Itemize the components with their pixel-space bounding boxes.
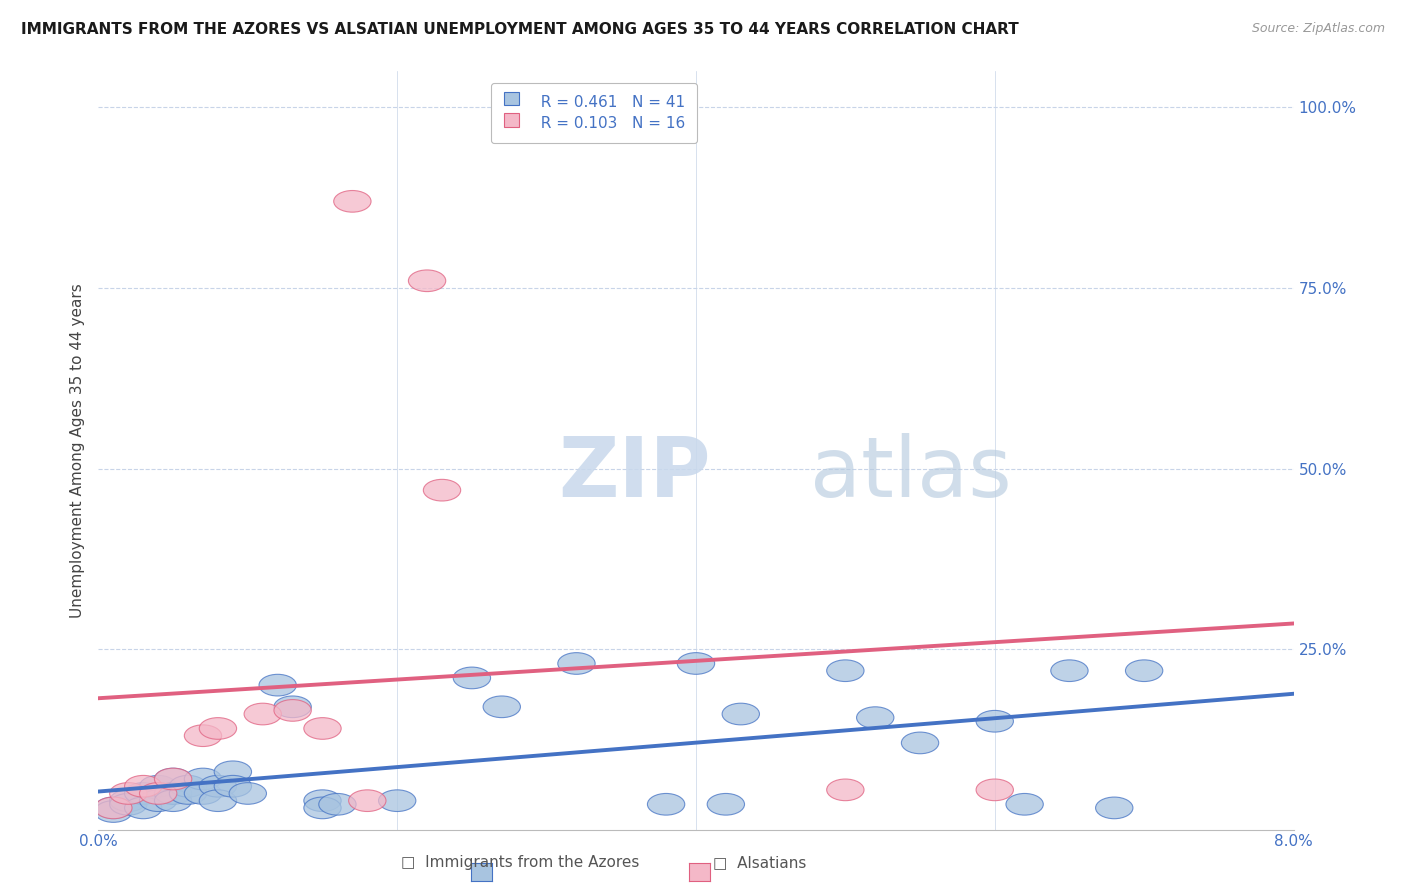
Ellipse shape	[184, 768, 222, 789]
Ellipse shape	[423, 479, 461, 501]
Ellipse shape	[200, 789, 236, 812]
Ellipse shape	[245, 703, 281, 725]
Ellipse shape	[94, 797, 132, 819]
Ellipse shape	[155, 768, 191, 789]
Y-axis label: Unemployment Among Ages 35 to 44 years: Unemployment Among Ages 35 to 44 years	[69, 283, 84, 618]
Ellipse shape	[229, 782, 267, 805]
Ellipse shape	[707, 794, 745, 815]
Ellipse shape	[408, 270, 446, 292]
Ellipse shape	[184, 782, 222, 805]
Ellipse shape	[155, 782, 191, 805]
Ellipse shape	[110, 789, 148, 812]
Ellipse shape	[319, 794, 356, 815]
Ellipse shape	[169, 775, 207, 797]
Ellipse shape	[94, 797, 132, 819]
Ellipse shape	[155, 768, 191, 789]
Ellipse shape	[125, 775, 162, 797]
Ellipse shape	[200, 775, 236, 797]
Text: □  Immigrants from the Azores: □ Immigrants from the Azores	[401, 855, 640, 870]
Ellipse shape	[1095, 797, 1133, 819]
Ellipse shape	[125, 782, 162, 805]
Text: atlas: atlas	[810, 433, 1011, 514]
Ellipse shape	[110, 794, 148, 815]
Ellipse shape	[678, 653, 714, 674]
Ellipse shape	[1005, 794, 1043, 815]
Ellipse shape	[1125, 660, 1163, 681]
Ellipse shape	[214, 775, 252, 797]
Ellipse shape	[827, 779, 865, 801]
Ellipse shape	[1050, 660, 1088, 681]
Ellipse shape	[155, 789, 191, 812]
Ellipse shape	[94, 801, 132, 822]
Ellipse shape	[259, 674, 297, 696]
Ellipse shape	[125, 797, 162, 819]
Ellipse shape	[139, 782, 177, 805]
Ellipse shape	[856, 706, 894, 729]
Text: Source: ZipAtlas.com: Source: ZipAtlas.com	[1251, 22, 1385, 36]
Text: □  Alsatians: □ Alsatians	[713, 855, 806, 870]
Ellipse shape	[976, 779, 1014, 801]
Ellipse shape	[333, 191, 371, 212]
Ellipse shape	[184, 725, 222, 747]
Ellipse shape	[110, 782, 148, 805]
Ellipse shape	[139, 789, 177, 812]
Ellipse shape	[304, 789, 342, 812]
Ellipse shape	[304, 797, 342, 819]
Ellipse shape	[378, 789, 416, 812]
Ellipse shape	[484, 696, 520, 718]
Ellipse shape	[558, 653, 595, 674]
Ellipse shape	[976, 710, 1014, 732]
Ellipse shape	[647, 794, 685, 815]
Ellipse shape	[139, 775, 177, 797]
Legend:   R = 0.461   N = 41,   R = 0.103   N = 16: R = 0.461 N = 41, R = 0.103 N = 16	[491, 83, 697, 144]
Ellipse shape	[349, 789, 387, 812]
Ellipse shape	[901, 732, 939, 754]
Ellipse shape	[304, 718, 342, 739]
Ellipse shape	[274, 699, 311, 722]
Text: ZIP: ZIP	[558, 433, 711, 514]
Ellipse shape	[274, 696, 311, 718]
Ellipse shape	[200, 718, 236, 739]
Ellipse shape	[827, 660, 865, 681]
Ellipse shape	[169, 782, 207, 805]
Ellipse shape	[453, 667, 491, 689]
Ellipse shape	[214, 761, 252, 782]
Ellipse shape	[723, 703, 759, 725]
Text: IMMIGRANTS FROM THE AZORES VS ALSATIAN UNEMPLOYMENT AMONG AGES 35 TO 44 YEARS CO: IMMIGRANTS FROM THE AZORES VS ALSATIAN U…	[21, 22, 1019, 37]
